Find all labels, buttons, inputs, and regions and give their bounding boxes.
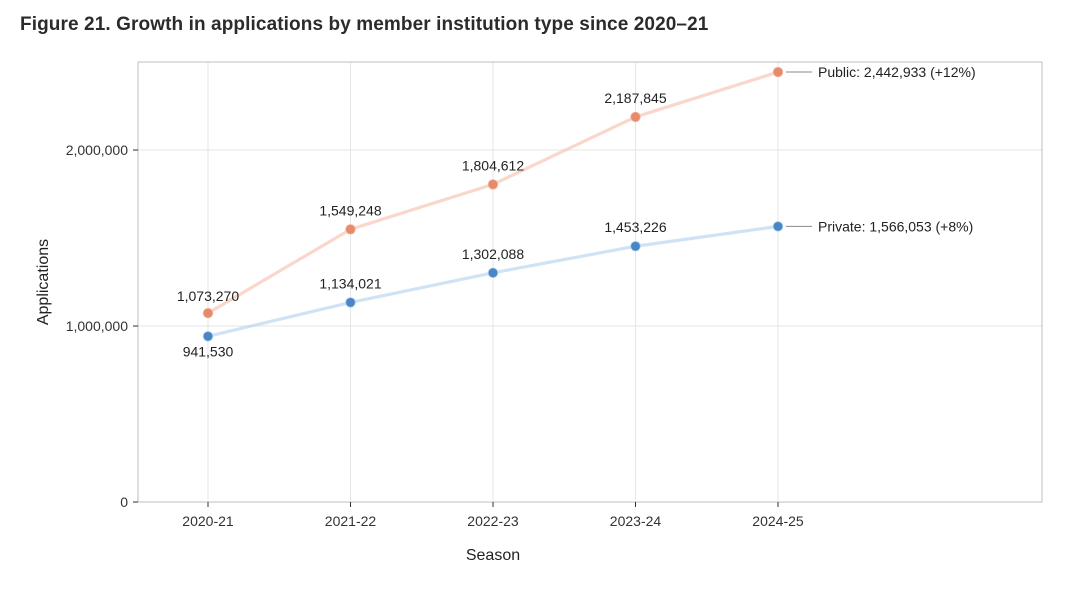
data-point-label: 1,549,248 — [319, 202, 381, 218]
figure-title: Figure 21. Growth in applications by mem… — [20, 14, 1060, 36]
applications-line-chart: 0 1,000,000 2,000,000 2020-21 2021-22 2022-23… — [20, 44, 1060, 574]
series-marker — [346, 225, 355, 234]
y-tick-label: 1,000,000 — [66, 318, 128, 334]
series-marker — [204, 332, 213, 341]
series-marker — [631, 113, 640, 122]
data-point-label: 1,134,021 — [319, 275, 381, 291]
y-axis-title: Applications — [35, 239, 52, 325]
x-tick-label: 2021-22 — [325, 513, 377, 529]
data-point-label: 1,073,270 — [177, 288, 239, 304]
series-marker — [489, 268, 498, 277]
x-tick-label: 2024-25 — [752, 513, 804, 529]
data-point-label: 941,530 — [183, 343, 234, 359]
x-tick-label: 2020-21 — [182, 513, 234, 529]
end-label-private: Private: 1,566,053 (+8%) — [818, 218, 973, 234]
data-point-label: 1,453,226 — [604, 219, 666, 235]
data-point-label: 1,804,612 — [462, 157, 524, 173]
x-tick-label: 2022-23 — [467, 513, 519, 529]
y-tick-label: 0 — [120, 494, 128, 510]
x-axis-title: Season — [466, 547, 520, 564]
series-marker — [489, 180, 498, 189]
end-label-public: Public: 2,442,933 (+12%) — [818, 64, 976, 80]
series-marker — [774, 68, 783, 77]
y-tick-label: 2,000,000 — [66, 142, 128, 158]
chart-container: 0 1,000,000 2,000,000 2020-21 2021-22 2022-23… — [20, 44, 1060, 574]
series-marker — [204, 309, 213, 318]
series-marker — [346, 298, 355, 307]
data-point-label: 1,302,088 — [462, 246, 524, 262]
x-tick-label: 2023-24 — [610, 513, 662, 529]
series-marker — [774, 222, 783, 231]
data-point-label: 2,187,845 — [604, 90, 666, 106]
series-marker — [631, 242, 640, 251]
